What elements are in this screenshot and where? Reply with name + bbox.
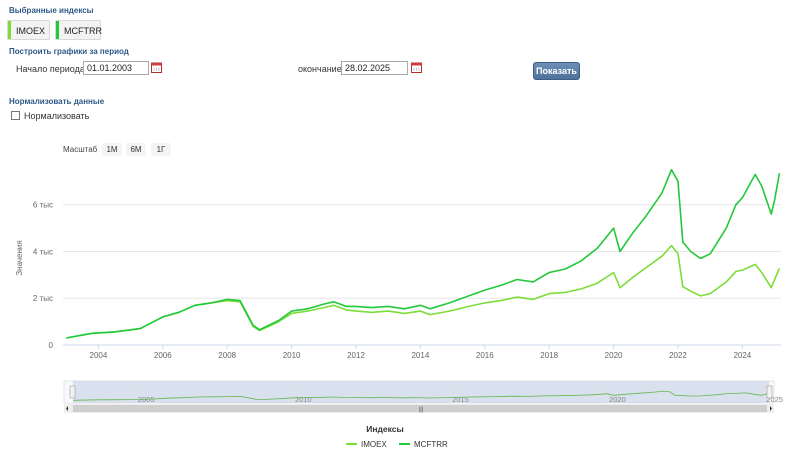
x-tick-label: 2024 <box>733 351 751 360</box>
zoom-button-label: 6М <box>130 145 141 154</box>
scrollbar-thumb[interactable] <box>73 405 767 412</box>
zoom-button-label: 1Г <box>157 145 166 154</box>
navigator-handle-left[interactable] <box>69 385 76 399</box>
end-date-input[interactable] <box>341 61 408 75</box>
x-tick-label: 2008 <box>218 351 236 360</box>
end-date-label: окончание <box>298 64 342 74</box>
series-color-marker <box>56 21 59 39</box>
y-tick-label: 6 тыс <box>33 201 53 210</box>
x-tick-label: 2006 <box>154 351 172 360</box>
legend-item-imoex[interactable]: IMOEX <box>346 440 387 449</box>
index-tag-imoex[interactable]: IMOEX <box>7 20 50 40</box>
series-line-imoex[interactable] <box>66 244 781 339</box>
navigator-tick-label: 2025 <box>766 395 783 404</box>
index-tag-label: IMOEX <box>16 26 46 36</box>
scroll-left-arrow-icon[interactable] <box>66 406 68 411</box>
calendar-icon[interactable] <box>151 62 162 73</box>
legend-item-mcftrr[interactable]: MCFTRR <box>399 440 448 449</box>
normalize-checkbox-label: Нормализовать <box>24 111 90 121</box>
y-axis-label: Значения <box>15 240 24 275</box>
index-tag-label: MCFTRR <box>64 26 102 36</box>
x-tick-label: 2014 <box>411 351 429 360</box>
x-tick-label: 2018 <box>540 351 558 360</box>
legend-label: MCFTRR <box>414 440 448 449</box>
start-date-input[interactable] <box>83 61 149 75</box>
normalize-checkbox[interactable] <box>11 111 20 120</box>
x-tick-label: 2016 <box>476 351 494 360</box>
scroll-right-arrow-icon[interactable] <box>770 406 772 411</box>
navigator-tick-label: 2015 <box>452 395 469 404</box>
show-button[interactable]: Показать <box>533 62 580 80</box>
navigator-series-line <box>72 390 770 401</box>
navigator-tick-label: 2020 <box>609 395 626 404</box>
y-tick-label: 2 тыс <box>33 294 53 303</box>
x-tick-label: 2022 <box>669 351 687 360</box>
calendar-icon[interactable] <box>411 62 422 73</box>
selected-indices-title: Выбранные индексы <box>9 6 94 15</box>
zoom-button-6m[interactable]: 6М <box>126 143 146 156</box>
legend-label: IMOEX <box>361 440 387 449</box>
index-tag-mcftrr[interactable]: MCFTRR <box>55 20 102 40</box>
y-tick-label: 0 <box>49 341 54 350</box>
x-tick-label: 2004 <box>90 351 108 360</box>
x-tick-label: 2012 <box>347 351 365 360</box>
zoom-label: Масштаб <box>63 145 98 154</box>
x-tick-label: 2020 <box>605 351 623 360</box>
navigator-tick-label: 2010 <box>295 395 312 404</box>
zoom-button-label: 1М <box>106 145 117 154</box>
period-title: Построить графики за период <box>9 47 129 56</box>
zoom-button-1m[interactable]: 1М <box>102 143 122 156</box>
series-line-mcftrr[interactable] <box>66 168 781 339</box>
y-tick-label: 4 тыс <box>33 247 53 256</box>
navigator-handle-right[interactable] <box>766 385 773 399</box>
normalize-title: Нормализовать данные <box>9 97 105 106</box>
navigator-selection[interactable] <box>73 381 769 403</box>
zoom-button-1y[interactable]: 1Г <box>151 143 171 156</box>
x-tick-label: 2010 <box>283 351 301 360</box>
series-color-marker <box>8 21 11 39</box>
start-date-label: Начало периода <box>16 64 85 74</box>
legend-title: Индексы <box>366 424 404 434</box>
scrollbar-grip-icon: ||| <box>419 407 424 413</box>
